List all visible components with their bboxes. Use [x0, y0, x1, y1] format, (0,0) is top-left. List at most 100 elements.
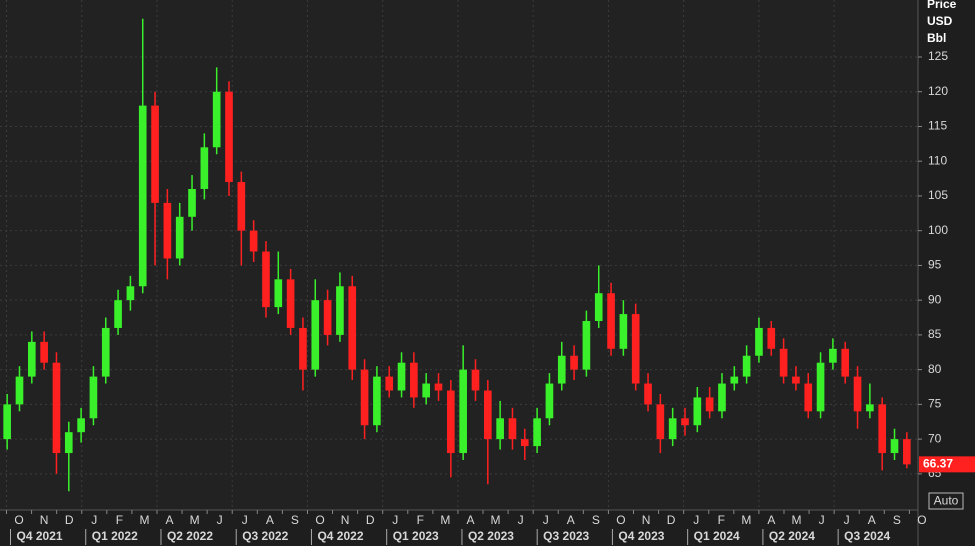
candle-body	[410, 362, 418, 398]
candle-body	[397, 362, 406, 391]
quarter-label: Q4 2023	[618, 529, 664, 543]
candle-body	[323, 300, 332, 335]
candle-body	[853, 376, 862, 412]
candle-body	[336, 286, 344, 335]
x-tick-label: J	[242, 513, 248, 527]
y-tick-label: 120	[928, 84, 948, 98]
x-tick-label: N	[40, 513, 49, 527]
x-tick-label: N	[341, 513, 350, 527]
x-tick-label: F	[718, 513, 725, 527]
y-tick-label: 70	[928, 431, 942, 445]
x-tick-label: A	[466, 513, 474, 527]
x-tick-label: M	[139, 513, 149, 527]
candle-body	[274, 279, 283, 308]
x-tick-label: J	[844, 513, 850, 527]
y-axis-label: Bbl	[927, 31, 946, 45]
x-tick-label: S	[893, 513, 901, 527]
candle-body	[508, 418, 517, 440]
x-tick-label: A	[567, 513, 575, 527]
candle-body	[422, 383, 431, 398]
candle-body	[705, 397, 714, 412]
candle-body	[520, 439, 529, 447]
quarter-label: Q1 2022	[92, 529, 138, 543]
quarter-label: Q4 2021	[17, 529, 63, 543]
candle-body	[866, 404, 874, 412]
candle-body	[668, 418, 677, 440]
candle-body	[693, 397, 702, 426]
x-tick-label: D	[667, 513, 676, 527]
x-tick-label: O	[917, 513, 926, 527]
candle-body	[459, 369, 467, 454]
quarter-label: Q3 2023	[543, 529, 589, 543]
y-tick-label: 125	[928, 49, 948, 63]
candle-body	[52, 362, 61, 454]
candle-body	[533, 418, 541, 447]
candle-body	[385, 376, 394, 391]
auto-button-label[interactable]: Auto	[934, 494, 959, 508]
x-tick-label: D	[65, 513, 74, 527]
y-tick-label: 80	[928, 362, 942, 376]
candle-body	[496, 418, 504, 440]
candle-body	[841, 348, 850, 377]
quarter-label: Q1 2023	[393, 529, 439, 543]
candle-body	[730, 376, 739, 384]
candle-body	[681, 418, 689, 426]
candle-body	[890, 439, 899, 454]
quarter-label: Q2 2023	[468, 529, 514, 543]
candle-body	[903, 439, 911, 465]
candle-body	[249, 230, 258, 252]
candle-body	[225, 91, 233, 183]
candle-body	[360, 369, 369, 426]
candle-body	[77, 418, 85, 433]
x-tick-label: M	[440, 513, 450, 527]
x-tick-label: M	[491, 513, 501, 527]
plot-area	[0, 0, 918, 510]
x-tick-label: J	[543, 513, 549, 527]
candle-body	[594, 293, 603, 322]
x-tick-label: S	[291, 513, 299, 527]
candle-body	[15, 376, 24, 405]
candle-body	[829, 348, 837, 363]
y-tick-label: 75	[928, 397, 942, 411]
candle-body	[64, 432, 73, 454]
x-tick-label: S	[592, 513, 600, 527]
candle-body	[545, 383, 554, 419]
y-tick-label: 105	[928, 188, 948, 202]
auto-button[interactable]	[928, 492, 964, 510]
candle-body	[212, 91, 221, 148]
candle-body	[163, 202, 172, 259]
x-tick-label: O	[14, 513, 23, 527]
candle-body	[200, 147, 209, 189]
candle-body	[767, 327, 776, 349]
candle-body	[188, 188, 196, 217]
y-tick-label: 110	[928, 153, 947, 167]
candle-body	[434, 383, 443, 391]
x-tick-label: J	[217, 513, 223, 527]
candle-body	[447, 390, 455, 454]
candle-body	[262, 251, 270, 308]
candle-body	[718, 383, 726, 412]
last-price-label: 66.37	[923, 457, 953, 471]
candle-body	[619, 314, 628, 349]
quarter-label: Q2 2024	[769, 529, 815, 543]
y-tick-label: 85	[928, 327, 942, 341]
candle-body	[644, 383, 652, 405]
candle-body	[311, 300, 320, 370]
candle-body	[557, 355, 566, 384]
y-axis-label: Price	[927, 0, 957, 11]
quarter-label: Q1 2024	[694, 529, 740, 543]
quarter-label: Q3 2024	[844, 529, 890, 543]
x-tick-label: M	[190, 513, 200, 527]
x-tick-label: O	[315, 513, 324, 527]
x-tick-label: A	[266, 513, 274, 527]
x-tick-label: A	[166, 513, 174, 527]
x-tick-label: J	[693, 513, 699, 527]
candle-body	[299, 327, 307, 370]
candle-body	[631, 314, 640, 384]
x-tick-label: O	[616, 513, 625, 527]
candle-body	[138, 105, 147, 287]
candle-body	[151, 105, 159, 203]
y-tick-label: 115	[928, 119, 947, 133]
candle-body	[582, 321, 591, 370]
